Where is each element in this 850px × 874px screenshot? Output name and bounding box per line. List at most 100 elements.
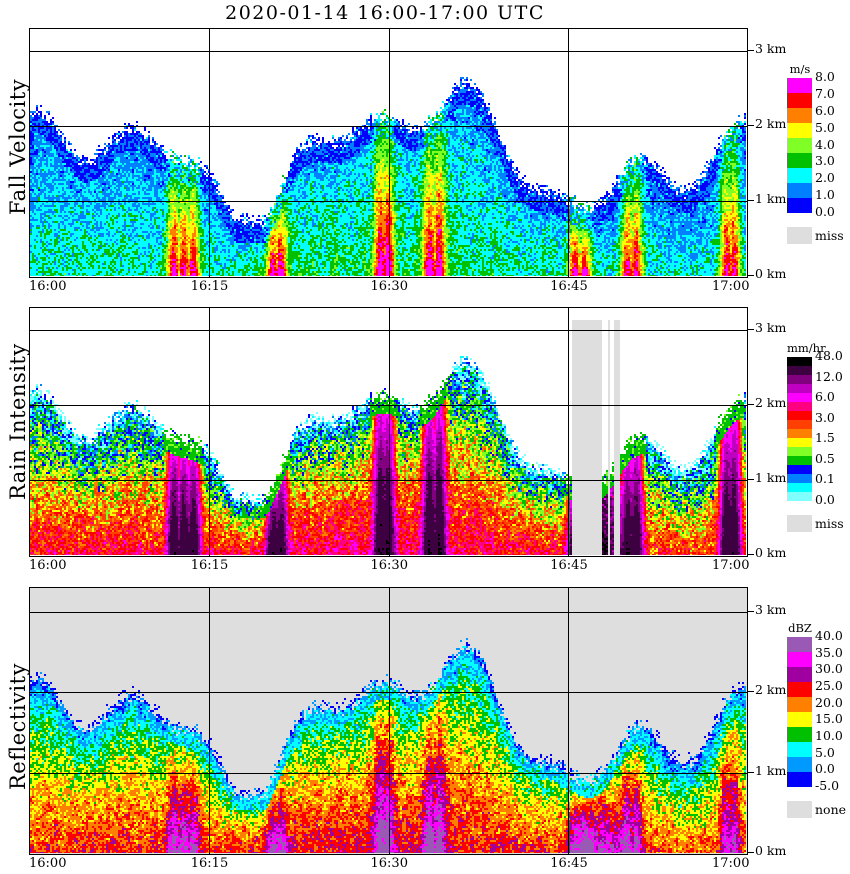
colorbar-segment — [787, 78, 812, 93]
colorbar-unit-label: mm/hr — [787, 341, 826, 355]
panel-rain-intensity — [29, 307, 748, 557]
panel-label-reflectivity: Reflectivity — [6, 663, 30, 790]
x-axis-panel-2: 16:00 16:15 16:30 16:45 17:00 — [29, 856, 750, 874]
colorbar-segment — [787, 697, 812, 712]
colorbar-segment — [787, 456, 812, 465]
colorbar-segment — [787, 652, 812, 667]
x-axis-panel-0: 16:00 16:15 16:30 16:45 17:00 — [29, 279, 750, 297]
x-axis-label-1630: 16:30 — [370, 856, 408, 871]
colorbar-tick-label: 0.5 — [815, 450, 835, 466]
colorbar-segment — [787, 123, 812, 138]
gridline-vertical-3 — [568, 308, 569, 556]
colorbar-segment — [787, 492, 812, 501]
y-axis-tick — [748, 479, 754, 480]
y-axis-label-1km: 1 km — [755, 763, 787, 778]
y-axis-label-3km: 3 km — [755, 41, 787, 56]
colorbar-segment — [787, 682, 812, 697]
panel-label-fall-velocity: Fall Velocity — [6, 78, 30, 215]
colorbar-tick-label: 1.5 — [815, 430, 835, 446]
colorbar-missing-swatch — [787, 515, 812, 532]
colorbar-segment — [787, 772, 812, 787]
colorbar-segment — [787, 483, 812, 492]
gridline-horizontal-3km — [30, 330, 747, 331]
radar-heatmap-rain-intensity — [30, 308, 746, 555]
colorbar-tick-label: 0.1 — [815, 471, 835, 487]
y-axis-tick — [748, 200, 754, 201]
colorbar-segment — [787, 393, 812, 402]
colorbar-segment — [787, 465, 812, 474]
y-axis-tick — [748, 50, 754, 51]
gridline-vertical-2 — [389, 29, 390, 277]
radar-heatmap-reflectivity — [30, 588, 746, 853]
gridline-horizontal-2km — [30, 692, 747, 693]
colorbar-segment — [787, 757, 812, 772]
colorbar-tick-label: 3.0 — [815, 409, 835, 425]
colorbar-tick-label: 10.0 — [815, 728, 843, 743]
y-axis-label-0km: 0 km — [755, 843, 787, 858]
colorbar-segment — [787, 420, 812, 429]
x-axis-label-1645: 16:45 — [550, 279, 588, 294]
y-axis-label-2km: 2 km — [755, 682, 787, 697]
colorbar-tick-label: 30.0 — [815, 661, 843, 677]
colorbar-missing-label: none — [815, 802, 847, 817]
gridline-horizontal-3km — [30, 51, 747, 52]
colorbar-tick-label: 7.0 — [815, 85, 835, 101]
colorbar-tick-label: 48.0 — [815, 348, 843, 363]
gridline-vertical-1 — [209, 588, 210, 854]
y-axis-label-2km: 2 km — [755, 395, 787, 410]
colorbar-tick-label: 12.0 — [815, 368, 843, 384]
x-axis-label-1615: 16:15 — [190, 558, 229, 573]
colorbar-tick-label: 1.0 — [815, 187, 835, 203]
y-axis-tick — [748, 125, 754, 126]
y-axis-label-1km: 1 km — [755, 191, 787, 206]
x-axis-label-1700: 17:00 — [712, 856, 750, 871]
y-axis-tick — [748, 329, 754, 330]
colorbar-segment — [787, 447, 812, 456]
gridline-horizontal-2km — [30, 405, 747, 406]
y-axis-label-1km: 1 km — [755, 470, 787, 485]
gridline-horizontal-1km — [30, 480, 747, 481]
x-axis-label-1700: 17:00 — [712, 279, 750, 294]
gridline-vertical-3 — [568, 29, 569, 277]
colorbar-tick-label: 25.0 — [815, 678, 843, 693]
colorbar-segment — [787, 366, 812, 375]
colorbar-segment — [787, 153, 812, 168]
page-title: 2020-01-14 16:00-17:00 UTC — [225, 2, 545, 24]
colorbar-segment — [787, 411, 812, 420]
colorbar-tick-label: 6.0 — [815, 389, 835, 405]
colorbar-missing-label: miss — [815, 228, 844, 243]
colorbar-tick-label: 3.0 — [815, 153, 835, 169]
radar-heatmap-fall-velocity — [30, 29, 746, 276]
colorbar-segment — [787, 138, 812, 153]
colorbar-gradient — [787, 78, 812, 213]
colorbar-segment — [787, 375, 812, 384]
y-axis-tick — [748, 691, 754, 692]
colorbar-segment — [787, 742, 812, 757]
colorbar-gradient — [787, 357, 812, 501]
colorbar-tick-label: 20.0 — [815, 694, 843, 710]
y-axis-label-2km: 2 km — [755, 116, 787, 131]
colorbar-tick-label: 8.0 — [815, 69, 835, 84]
colorbar-tick-label: 40.0 — [815, 628, 843, 643]
plot-area-rain-intensity[interactable] — [29, 307, 748, 557]
colorbar-segment — [787, 357, 812, 366]
colorbar-segment — [787, 429, 812, 438]
x-axis-panel-1: 16:00 16:15 16:30 16:45 17:00 — [29, 558, 749, 576]
y-axis-tick — [748, 404, 754, 405]
x-axis-label-1615: 16:15 — [190, 856, 229, 871]
colorbar-segment — [787, 108, 812, 123]
colorbar-tick-label: -5.0 — [815, 778, 840, 793]
colorbar-segment — [787, 637, 812, 652]
colorbar-segment — [787, 474, 812, 483]
panel-reflectivity — [29, 587, 748, 855]
panel-label-rain-intensity: Rain Intensity — [6, 343, 30, 500]
plot-area-reflectivity[interactable] — [29, 587, 748, 855]
y-axis-tick — [748, 772, 754, 773]
gridline-vertical-3 — [568, 588, 569, 854]
colorbar-segment — [787, 667, 812, 682]
plot-area-fall-velocity[interactable] — [29, 28, 748, 278]
x-axis-label-1600: 16:00 — [29, 856, 67, 871]
colorbar-segment — [787, 727, 812, 742]
colorbar-segment — [787, 712, 812, 727]
colorbar-segment — [787, 168, 812, 183]
